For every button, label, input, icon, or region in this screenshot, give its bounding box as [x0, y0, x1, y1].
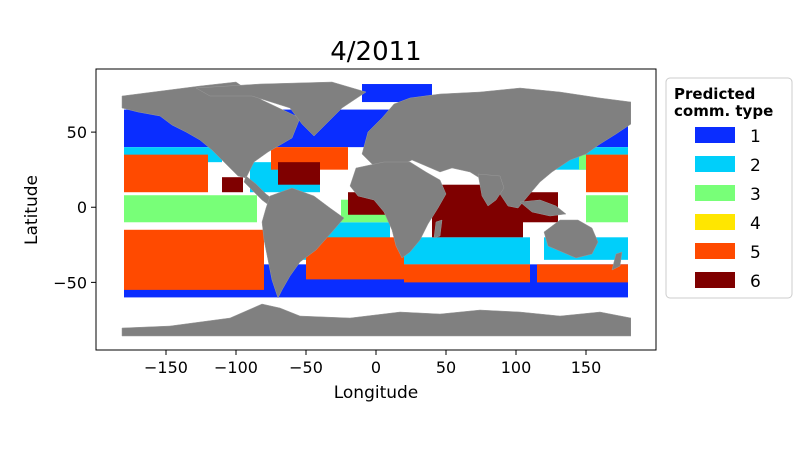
land-new-zealand	[611, 251, 623, 271]
legend-swatch-6	[695, 272, 735, 288]
land-eurasia	[361, 87, 631, 209]
legend-label-1: 1	[750, 127, 761, 147]
legend-title-line1: Predicted	[674, 85, 755, 103]
y-tick-label: −50	[53, 273, 87, 292]
region-type-5-band-5	[586, 154, 628, 193]
legend-swatch-2	[695, 156, 735, 172]
land-india	[477, 173, 505, 207]
legend-label-5: 5	[750, 243, 761, 263]
region-type-5-band-1	[124, 154, 208, 193]
x-tick-label: −50	[289, 358, 323, 377]
legend-title-line2: comm. type	[674, 102, 773, 120]
land-layer	[121, 81, 631, 337]
legend-label-2: 2	[750, 156, 761, 176]
region-type-5-band-4	[404, 264, 530, 283]
legend-swatch-4	[695, 214, 735, 230]
land-south-america	[261, 187, 345, 299]
x-tick-label: −100	[214, 358, 258, 377]
region-type-5-band-6	[537, 264, 628, 283]
x-tick-label: 0	[371, 358, 381, 377]
legend-swatch-1	[695, 127, 735, 143]
legend-label-6: 6	[750, 272, 761, 292]
y-axis-label: Latitude	[22, 175, 42, 245]
land-north-america	[121, 81, 301, 179]
y-axis: 50 0 −50	[53, 123, 96, 292]
region-type-5-band-3	[306, 237, 404, 280]
region-type-6-band-5	[278, 162, 320, 185]
legend-swatch-3	[695, 185, 735, 201]
land-greenland	[195, 81, 367, 137]
region-type-6-band-4	[222, 177, 243, 193]
land-australia	[543, 219, 599, 259]
region-type-3-band-1	[124, 195, 257, 223]
legend-label-3: 3	[750, 185, 761, 205]
legend-swatch-5	[695, 243, 735, 259]
land-antarctica	[121, 303, 631, 337]
x-tick-label: 100	[501, 358, 532, 377]
x-tick-label: 150	[571, 358, 602, 377]
region-type-2-band-4	[404, 237, 530, 265]
map-title: 4/2011	[330, 37, 421, 67]
x-axis: −150 −100 −50 0 50 100 150	[144, 350, 601, 377]
x-axis-label: Longitude	[334, 383, 419, 403]
land-madagascar	[433, 219, 443, 239]
x-tick-label: 50	[436, 358, 456, 377]
land-africa	[349, 161, 447, 259]
y-tick-label: 50	[67, 123, 87, 142]
y-tick-label: 0	[77, 198, 87, 217]
land-se-asia	[519, 199, 567, 217]
x-tick-label: −150	[144, 358, 188, 377]
region-type-3-band-3	[586, 195, 628, 223]
legend-label-4: 4	[750, 214, 761, 234]
legend: Predicted comm. type 1 2 3 4 5 6	[665, 77, 793, 299]
legend-items: 1 2 3 4 5 6	[695, 127, 761, 292]
region-type-5-band-2	[124, 229, 264, 290]
map-area	[121, 81, 631, 337]
ocean-data-layer	[124, 84, 628, 298]
